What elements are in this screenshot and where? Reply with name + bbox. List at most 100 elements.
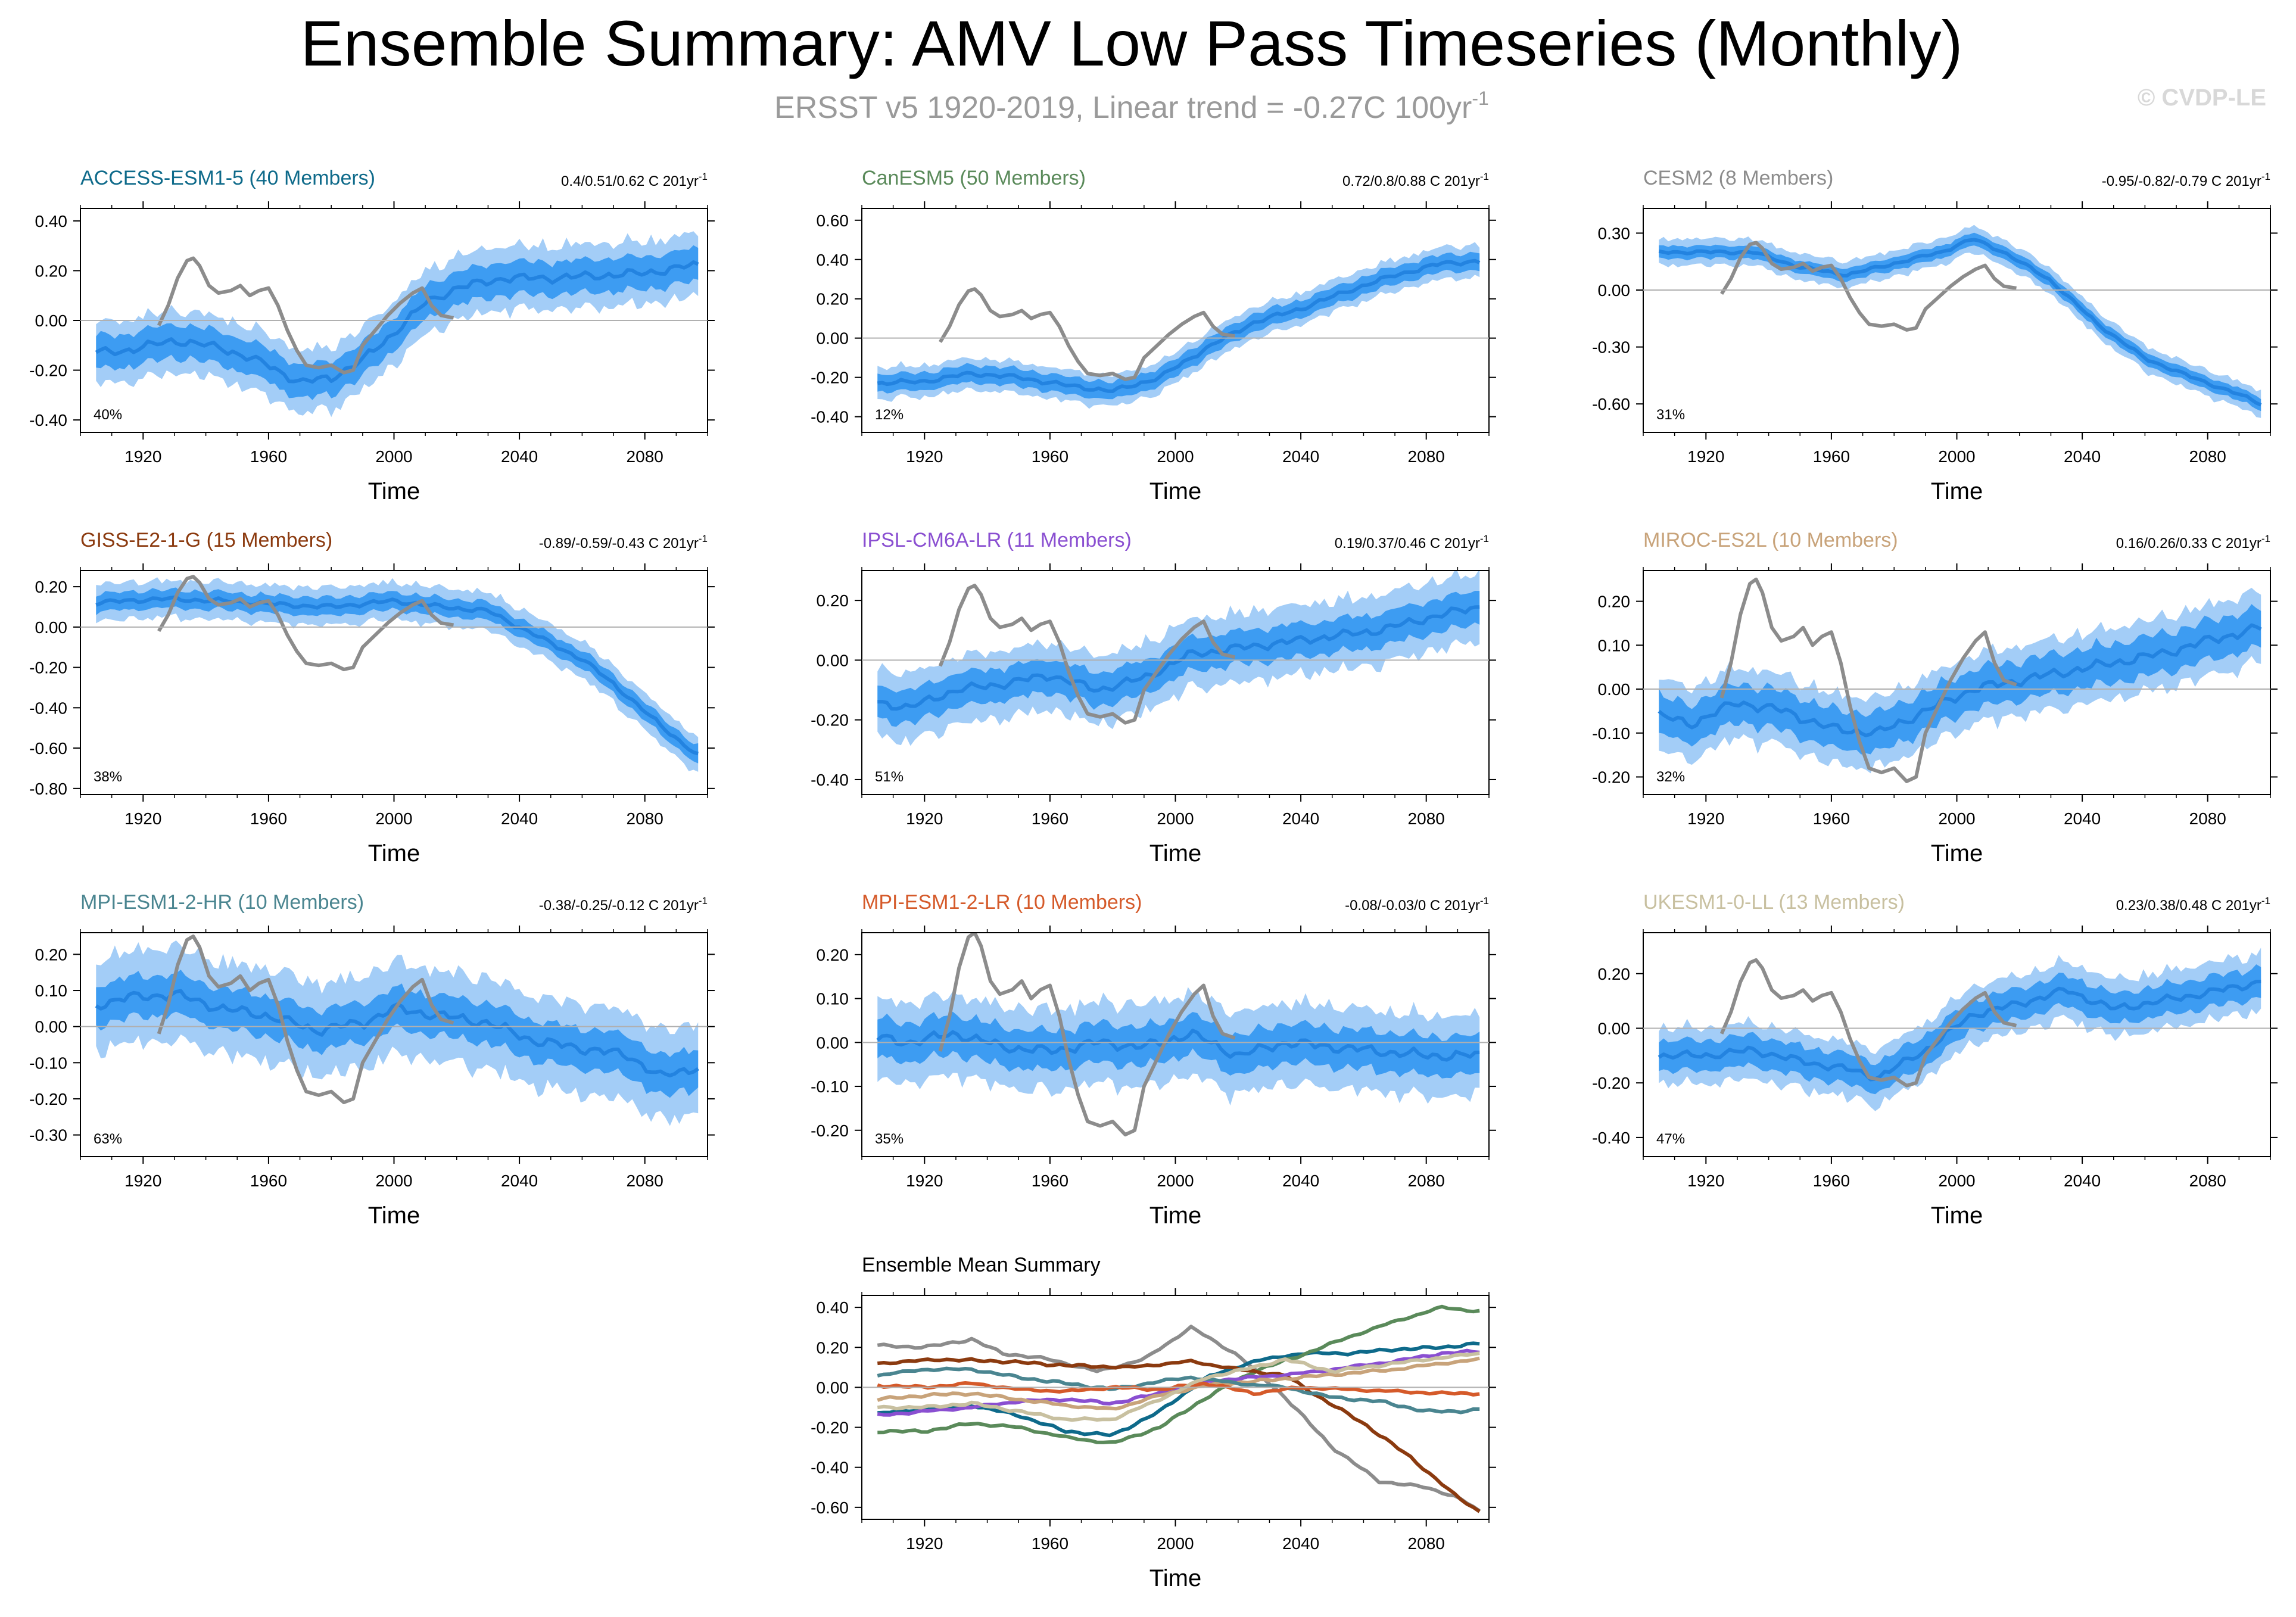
plot-frame — [861, 208, 1490, 433]
x-tick-label: 2080 — [1408, 1172, 1445, 1190]
panel-percentage: 32% — [1656, 769, 1685, 785]
panel-title: Ensemble Mean Summary — [862, 1254, 1101, 1276]
x-axis-title: Time — [1149, 1202, 1201, 1229]
summary-series-line — [877, 1325, 1481, 1513]
panel-trend-text: -0.89/-0.59/-0.43 C 201yr-1 — [539, 533, 708, 552]
ensemble-mean-line — [95, 260, 699, 384]
observed-line — [1719, 577, 2017, 783]
y-tick-label: 0.00 — [817, 329, 849, 348]
panel-ensemble-mean-summary: Ensemble Mean Summary 1920 1960 2000 2040 208… — [811, 1254, 1496, 1591]
x-tick-label: 2080 — [2189, 447, 2226, 466]
spread-inner-band — [1659, 604, 2261, 755]
x-tick-label: 2080 — [2189, 1172, 2226, 1190]
y-tick-label: 0.00 — [817, 1033, 849, 1052]
panel-title: GISS-E2-1-G (15 Members) — [80, 529, 332, 552]
x-tick-label: 2040 — [1282, 809, 1319, 828]
y-tick-label: 0.20 — [35, 578, 68, 596]
watermark: © CVDP-LE — [2138, 85, 2266, 111]
y-tick-label: 0.40 — [817, 251, 849, 269]
panel-giss-e2-1-g: GISS-E2-1-G (15 Members) -0.89/-0.59/-0.4… — [29, 529, 715, 867]
y-tick-label: -0.40 — [29, 699, 67, 717]
x-tick-label: 2000 — [1938, 1172, 1975, 1190]
trend-superscript: -1 — [699, 533, 708, 544]
x-tick-label: 1960 — [250, 809, 287, 828]
x-tick-label: 1920 — [1687, 1172, 1724, 1190]
x-tick-label: 1960 — [1032, 1534, 1068, 1553]
y-tick-label: 0.20 — [817, 1338, 849, 1357]
panel-trend-text: 0.4/0.51/0.62 C 201yr-1 — [561, 171, 708, 189]
spread-outer-band — [877, 242, 1480, 409]
y-tick-label: -0.30 — [1592, 338, 1630, 357]
panel-miroc-es2l: MIROC-ES2L (10 Members) 0.16/0.26/0.33 C … — [1592, 529, 2278, 867]
observed-line — [938, 933, 1236, 1137]
y-tick-label: 0.00 — [1598, 680, 1631, 699]
y-tick-label: -0.10 — [1592, 724, 1630, 743]
x-axis-title: Time — [1931, 1202, 1983, 1229]
y-tick-label: -0.20 — [29, 659, 67, 677]
spread-inner-band — [877, 1011, 1480, 1079]
panel-ukesm1-0-ll: UKESM1-0-LL (13 Members) 0.23/0.38/0.48 C… — [1592, 891, 2278, 1229]
x-tick-label: 2000 — [375, 447, 412, 466]
x-tick-label: 2040 — [501, 1172, 538, 1190]
x-axis-title: Time — [368, 1202, 420, 1229]
plot-area — [877, 571, 1480, 746]
x-tick-label: 1960 — [1032, 809, 1068, 828]
panel-title: CanESM5 (50 Members) — [862, 167, 1086, 189]
panel-percentage: 63% — [94, 1131, 122, 1147]
x-tick-label: 1960 — [1032, 447, 1068, 466]
y-tick-label: -0.40 — [811, 408, 849, 426]
x-axis-title: Time — [368, 478, 420, 504]
trend-superscript: -1 — [1480, 171, 1489, 182]
x-tick-label: 2000 — [375, 1172, 412, 1190]
y-tick-label: 0.20 — [817, 290, 849, 309]
panel-canesm5: CanESM5 (50 Members) 0.72/0.8/0.88 C 201y… — [811, 167, 1496, 504]
panel-access-esm1-5: ACCESS-ESM1-5 (40 Members) 0.4/0.51/0.62 … — [29, 167, 715, 504]
y-tick-label: 0.40 — [817, 1298, 849, 1317]
panel-title: MPI-ESM1-2-HR (10 Members) — [80, 891, 364, 914]
y-tick-label: -0.20 — [29, 1090, 67, 1108]
spread-inner-band — [96, 970, 699, 1098]
panel-percentage: 47% — [1656, 1131, 1685, 1147]
figure-subtitle: ERSST v5 1920-2019, Linear trend = -0.27… — [774, 88, 1489, 125]
x-axis-title: Time — [1931, 840, 1983, 867]
x-tick-label: 1920 — [1687, 809, 1724, 828]
trend-superscript: -1 — [699, 171, 708, 182]
panel-percentage: 51% — [875, 769, 904, 785]
x-tick-label: 2080 — [627, 809, 663, 828]
x-tick-label: 2040 — [1282, 447, 1319, 466]
panel-mpi-esm1-2-lr: MPI-ESM1-2-LR (10 Members) -0.08/-0.03/0 … — [811, 891, 1496, 1229]
y-tick-label: -0.20 — [1592, 768, 1630, 787]
x-tick-label: 2000 — [1938, 447, 1975, 466]
panel-trend-text: -0.95/-0.82/-0.79 C 201yr-1 — [2102, 171, 2270, 189]
observed-line — [157, 575, 454, 671]
ensemble-mean-line — [877, 605, 1480, 711]
x-tick-label: 1920 — [124, 1172, 161, 1190]
trend-superscript: -1 — [2261, 533, 2270, 544]
y-tick-label: 0.60 — [817, 211, 849, 230]
x-axis-title: Time — [1149, 840, 1201, 867]
panel-percentage: 38% — [94, 769, 122, 785]
observed-line — [157, 934, 454, 1104]
spread-inner-band — [877, 251, 1480, 400]
y-tick-label: -0.40 — [1592, 1129, 1630, 1147]
plot-area — [876, 933, 1480, 1137]
plot-area — [1658, 225, 2262, 418]
x-tick-label: 1920 — [906, 809, 943, 828]
ensemble-mean-line — [1658, 238, 2262, 407]
x-tick-label: 1920 — [906, 1172, 943, 1190]
y-tick-label: -0.20 — [1592, 1074, 1630, 1092]
x-tick-label: 2000 — [1157, 1534, 1194, 1553]
y-tick-label: 0.20 — [817, 591, 849, 610]
y-tick-label: -0.40 — [29, 411, 67, 429]
y-tick-label: 0.00 — [35, 618, 68, 637]
y-tick-label: -0.40 — [811, 1459, 849, 1477]
x-tick-label: 2080 — [1408, 809, 1445, 828]
y-tick-label: -0.20 — [811, 711, 849, 730]
spread-outer-band — [96, 577, 699, 772]
panel-percentage: 40% — [94, 407, 122, 423]
x-tick-label: 1920 — [124, 809, 161, 828]
plot-area — [1658, 577, 2262, 783]
x-tick-label: 2040 — [2064, 809, 2101, 828]
x-tick-label: 2040 — [501, 447, 538, 466]
